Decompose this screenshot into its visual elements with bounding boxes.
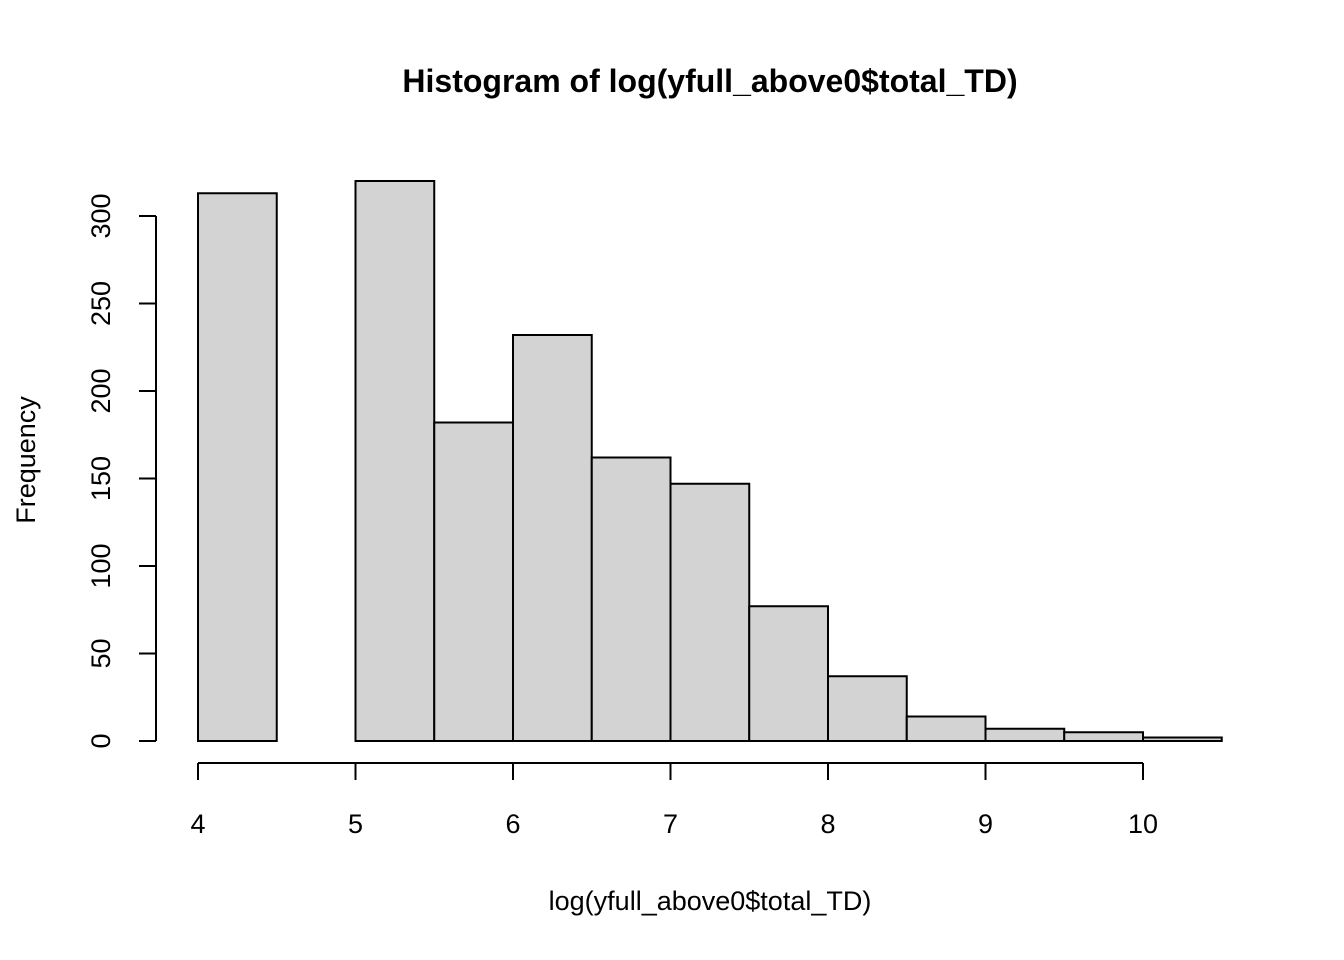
histogram-bar-12: [1142, 736, 1223, 742]
x-axis-title: log(yfull_above0$total_TD): [549, 886, 872, 916]
x-tick-label-7: 7: [663, 809, 678, 839]
histogram-bar-0: [197, 192, 278, 742]
histogram-bar-4: [512, 334, 593, 742]
y-tick-label-250: 250: [86, 281, 116, 326]
x-tick-label-8: 8: [820, 809, 835, 839]
histogram-bar-5: [590, 456, 672, 742]
histogram-bar-10: [984, 727, 1066, 742]
histogram-bar-7: [748, 605, 829, 742]
x-tick-label-5: 5: [348, 809, 363, 839]
y-axis: 0 50 100 150 200 250 300: [86, 193, 157, 749]
y-tick-label-150: 150: [86, 456, 116, 501]
histogram-bar-3: [433, 421, 514, 742]
y-tick-label-50: 50: [86, 638, 116, 668]
histogram-bar-2: [354, 180, 436, 742]
y-tick-label-200: 200: [86, 368, 116, 413]
x-tick-label-9: 9: [978, 809, 993, 839]
y-tick-label-0: 0: [86, 733, 116, 748]
y-axis-title: Frequency: [11, 396, 41, 524]
y-tick-label-300: 300: [86, 193, 116, 238]
chart-title: Histogram of log(yfull_above0$total_TD): [402, 63, 1017, 99]
bars-group: [197, 180, 1223, 742]
histogram-bar-6: [669, 482, 751, 742]
x-tick-label-6: 6: [505, 809, 520, 839]
x-tick-label-4: 4: [190, 809, 205, 839]
histogram-bar-11: [1063, 731, 1144, 742]
x-axis: 4 5 6 7 8 9 10: [190, 762, 1158, 839]
y-tick-label-100: 100: [86, 543, 116, 588]
histogram-bar-8: [827, 675, 908, 742]
histogram-bar-9: [905, 715, 987, 742]
x-tick-label-10: 10: [1128, 809, 1158, 839]
